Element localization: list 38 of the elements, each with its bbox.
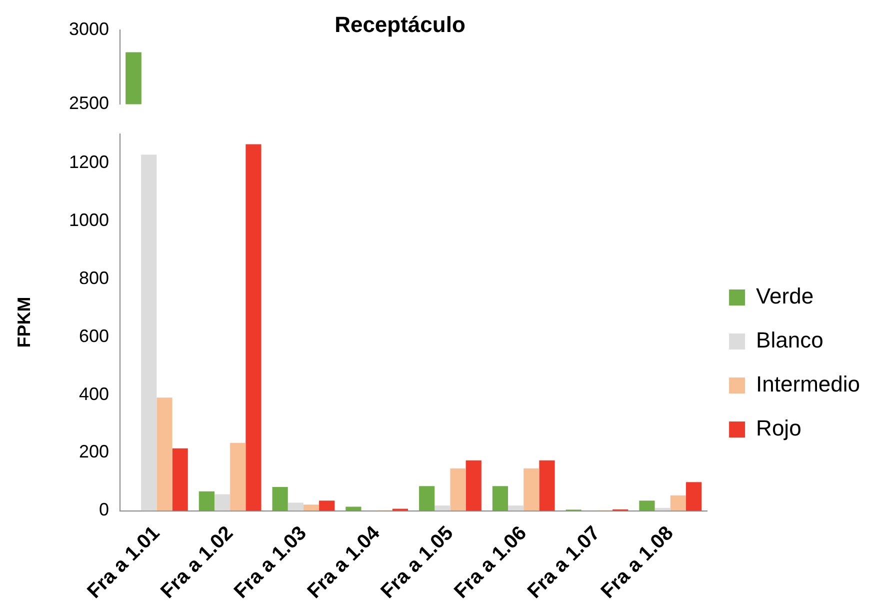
bar <box>434 506 450 511</box>
y-tick-label: 2500 <box>68 93 109 114</box>
y-tick-label: 200 <box>78 442 109 462</box>
bar <box>346 506 362 511</box>
bar <box>670 495 686 511</box>
bar <box>319 500 335 511</box>
y-tick-label: 1200 <box>68 152 109 172</box>
bar <box>450 468 466 511</box>
bar <box>156 398 172 511</box>
chart-title: Receptáculo <box>334 12 466 37</box>
bar <box>524 468 540 511</box>
bar <box>198 491 214 511</box>
bar <box>539 460 555 511</box>
y-tick-label: 3000 <box>68 18 109 39</box>
bar <box>288 502 304 511</box>
bar <box>272 486 288 511</box>
legend-label: Rojo <box>756 416 802 441</box>
legend-label: Intermedio <box>756 372 860 397</box>
y-tick-label: 400 <box>78 384 109 404</box>
bar <box>639 500 655 511</box>
bar <box>419 486 435 511</box>
y-tick-label: 600 <box>78 326 109 346</box>
bar <box>172 448 188 511</box>
bar <box>246 144 262 511</box>
y-tick-label: 1000 <box>68 210 109 230</box>
bar <box>492 486 508 511</box>
bar <box>230 442 246 511</box>
legend-label: Blanco <box>756 328 824 353</box>
bar <box>508 506 524 511</box>
bar <box>686 482 702 511</box>
bar <box>466 460 482 511</box>
bar <box>303 504 320 511</box>
legend-label: Verde <box>756 284 814 309</box>
bar <box>214 494 230 511</box>
y-axis-title: FPKM <box>14 296 34 348</box>
y-tick-label: 800 <box>78 268 109 288</box>
y-tick-label: 0 <box>98 500 109 520</box>
bar <box>141 154 157 511</box>
